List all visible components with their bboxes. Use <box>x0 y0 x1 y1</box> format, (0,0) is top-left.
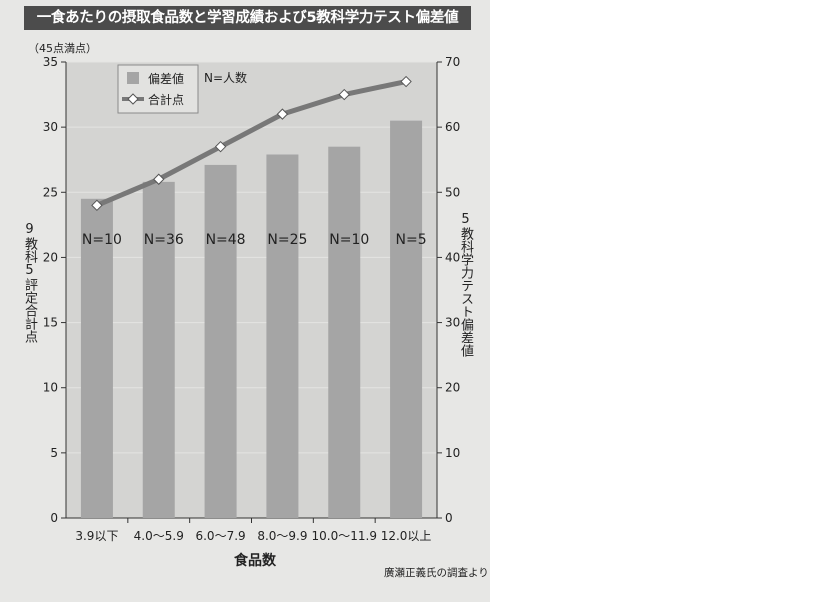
y-tick-label-left: 10 <box>43 381 58 395</box>
x-tick-label: 4.0〜5.9 <box>134 529 184 543</box>
bar-count-label: N=10 <box>82 232 122 248</box>
x-tick-label: 3.9以下 <box>75 529 118 543</box>
legend-marker-swatch <box>127 93 139 105</box>
y-tick-label-right: 0 <box>445 511 453 525</box>
y-tick-label-left: 35 <box>43 55 58 69</box>
bar <box>266 154 299 518</box>
plot-area <box>66 62 437 518</box>
series-line <box>95 79 407 208</box>
y-tick-label-left: 20 <box>43 250 58 264</box>
bar <box>328 146 361 518</box>
bar-count-label: N=48 <box>206 232 246 248</box>
bar <box>80 198 113 519</box>
x-tick-label: 6.0〜7.9 <box>195 529 245 543</box>
bar <box>390 120 423 518</box>
bar-count-label: N=5 <box>396 232 427 248</box>
bar-count-label: N=25 <box>267 232 307 248</box>
line-marker <box>338 88 350 101</box>
legend-bar-swatch <box>127 72 139 84</box>
chart-title: 一食あたりの摂取食品数と学習成績および5教科学力テスト偏差値 <box>24 6 471 30</box>
unit-note: （45点満点） <box>28 42 97 55</box>
y-axis-title-right: 5教科学力テスト偏差値 <box>458 212 473 357</box>
legend-label-line: 合計点 <box>148 92 184 107</box>
bar-count-label: N=10 <box>329 232 369 248</box>
bar <box>204 164 237 518</box>
x-axis-title: 食品数 <box>234 553 276 569</box>
x-tick-label: 12.0以上 <box>381 529 432 543</box>
source-note: 廣瀬正義氏の調査より <box>384 567 489 579</box>
line-marker <box>214 140 227 153</box>
bar <box>142 181 175 518</box>
legend-note: N=人数 <box>204 70 247 85</box>
x-tick-label: 8.0〜9.9 <box>257 529 307 543</box>
y-axis-title-left: 9教科5評定合計点 <box>22 222 37 343</box>
y-tick-label-right: 20 <box>445 381 460 395</box>
y-tick-label-right: 70 <box>445 55 460 69</box>
line-marker <box>276 108 289 120</box>
y-tick-label-left: 15 <box>43 316 58 330</box>
y-tick-label-left: 25 <box>43 185 58 199</box>
y-tick-label-right: 40 <box>445 250 460 264</box>
line-marker <box>153 173 165 185</box>
bar-count-label: N=36 <box>144 232 184 248</box>
y-tick-label-right: 30 <box>445 316 460 330</box>
line-marker <box>91 199 103 212</box>
y-tick-label-right: 10 <box>445 446 460 460</box>
y-tick-label-left: 0 <box>50 511 58 525</box>
y-tick-label-right: 60 <box>445 120 460 134</box>
x-tick-label: 10.0〜11.9 <box>312 529 377 543</box>
y-tick-label-left: 5 <box>50 446 58 460</box>
legend-label-bars: 偏差値 <box>148 71 184 86</box>
y-tick-label-right: 50 <box>445 185 460 199</box>
y-tick-label-left: 30 <box>43 120 58 134</box>
line-marker <box>400 75 412 88</box>
